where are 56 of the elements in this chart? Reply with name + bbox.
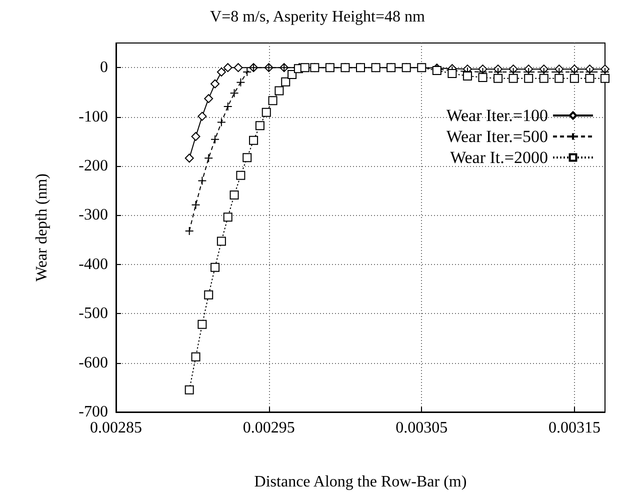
legend-label: Wear It.=2000: [450, 148, 548, 167]
point: [524, 74, 534, 83]
point: [184, 226, 194, 236]
point: [554, 74, 564, 83]
point: [242, 153, 252, 162]
x-tick-label: 0.00305: [396, 420, 448, 436]
point: [223, 212, 232, 222]
point: [462, 71, 472, 80]
point: [600, 74, 610, 83]
y-tick-label: 0: [100, 59, 108, 76]
point: [216, 118, 226, 127]
point: [204, 290, 214, 300]
chart-title: V=8 m/s, Asperity Height=48 nm: [210, 8, 426, 26]
point: [236, 78, 246, 87]
point: [274, 86, 284, 96]
y-axis-title: Wear depth (nm): [34, 174, 50, 282]
point: [230, 190, 239, 200]
point: [242, 68, 252, 77]
x-tick-label: 0.00285: [90, 420, 142, 436]
point: [191, 352, 200, 362]
point: [255, 121, 264, 130]
y-tick-label: -500: [78, 305, 108, 322]
legend-label: Wear Iter.=100: [446, 106, 548, 125]
y-tick-label: -400: [78, 256, 108, 273]
point: [216, 236, 226, 246]
point: [210, 262, 220, 272]
point: [585, 74, 594, 83]
point: [448, 69, 457, 78]
point: [184, 385, 194, 394]
legend-label: Wear Iter.=500: [446, 127, 548, 146]
y-tick-label: -600: [78, 354, 108, 372]
point: [539, 74, 548, 83]
point: [230, 88, 239, 98]
point: [204, 154, 214, 163]
point: [236, 170, 246, 180]
x-tick-label: 0.00315: [548, 420, 600, 436]
point: [191, 200, 200, 210]
y-tick-label: -300: [78, 206, 108, 224]
point: [478, 72, 488, 82]
point: [210, 134, 220, 144]
y-tick-label: -200: [78, 158, 108, 174]
point: [198, 320, 207, 329]
x-tick-label: 0.00295: [242, 420, 295, 436]
point: [508, 74, 518, 83]
point: [268, 96, 278, 106]
x-axis-title: Distance Along the Row-Bar (m): [254, 474, 467, 490]
y-tick-label: -700: [78, 404, 108, 420]
point: [300, 63, 310, 72]
point: [262, 108, 271, 117]
point: [494, 74, 503, 83]
point: [570, 74, 579, 83]
point: [249, 136, 258, 145]
point: [223, 102, 232, 111]
point: [281, 77, 290, 86]
y-tick-label: -100: [78, 108, 108, 126]
point: [198, 176, 207, 186]
